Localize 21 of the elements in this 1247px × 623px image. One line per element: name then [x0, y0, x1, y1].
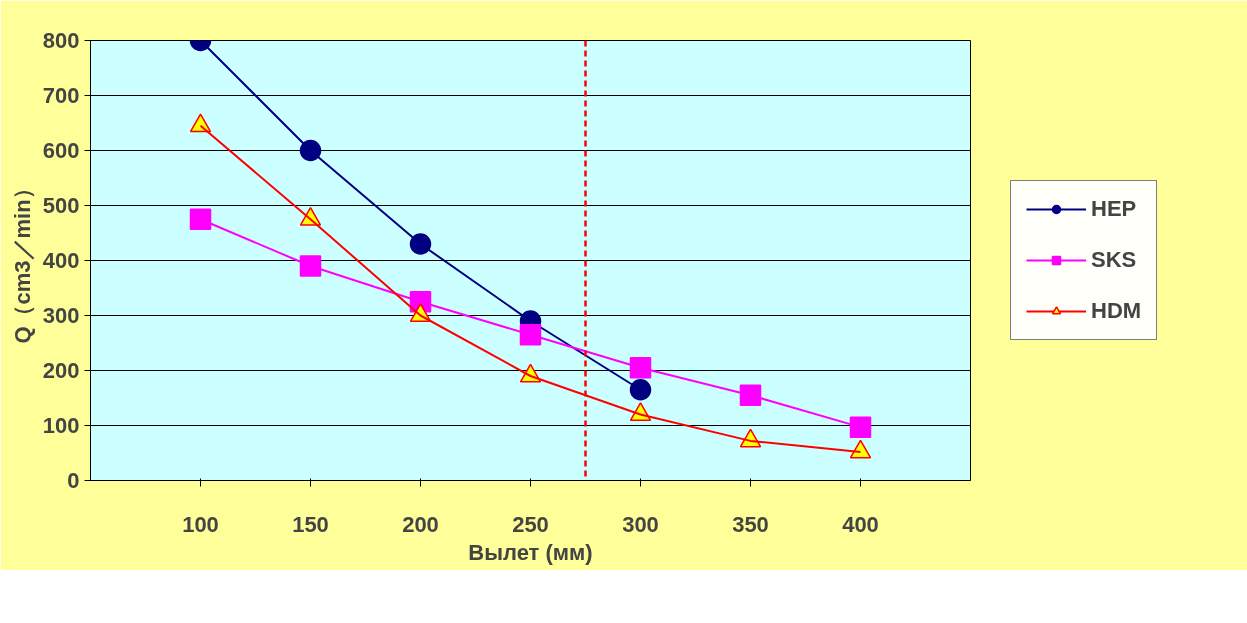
x-tick-label: 250 [512, 511, 549, 537]
y-tick-label: 600 [42, 138, 80, 163]
legend-label: HDM [1091, 298, 1142, 324]
x-tick-label: 400 [842, 511, 879, 537]
y-tick-label: 800 [42, 28, 80, 53]
legend-label: HEP [1091, 196, 1137, 222]
x-tick-label: 350 [732, 511, 769, 537]
x-tick-label: 300 [622, 511, 659, 537]
y-tick-label: 300 [42, 303, 80, 328]
y-tick-label: 500 [42, 193, 80, 218]
legend-label: SKS [1091, 247, 1137, 273]
y-axis-title: Q（cm3／min） [9, 177, 35, 344]
x-tick-label: 100 [182, 511, 219, 537]
y-tick-label: 400 [42, 248, 80, 273]
y-tick-label: 100 [42, 413, 80, 438]
y-tick-label: 0 [67, 468, 80, 493]
x-axis-title: Вылет (мм) [468, 539, 593, 565]
y-tick-label: 700 [42, 83, 80, 108]
x-tick-label: 150 [292, 511, 329, 537]
y-tick-label: 200 [42, 358, 80, 383]
x-tick-label: 200 [402, 511, 439, 537]
